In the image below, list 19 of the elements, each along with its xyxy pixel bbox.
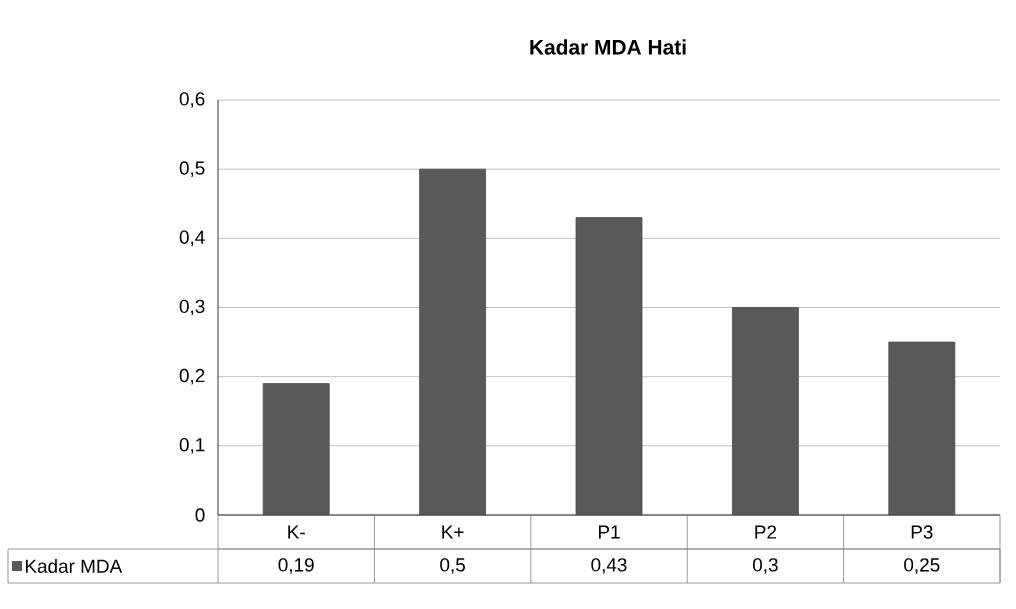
y-tick-label: 0 — [195, 508, 205, 522]
x-tick-label: P2 — [755, 525, 777, 539]
data-label: 0,25 — [904, 558, 940, 574]
x-tick-label: K- — [288, 525, 305, 539]
data-label: 0,19 — [278, 558, 314, 574]
y-tick-label: 0,3 — [179, 299, 205, 316]
data-label: 0,5 — [440, 558, 465, 574]
y-tick-label: 0,4 — [179, 230, 205, 247]
chart-title: Kadar MDA Hati — [530, 39, 686, 55]
legend-label: Kadar MDA — [25, 559, 123, 573]
x-tick-label: P1 — [598, 525, 620, 539]
y-tick-label: 0,5 — [179, 161, 205, 178]
data-label: 0,3 — [753, 558, 778, 574]
y-tick-label: 0,6 — [179, 92, 205, 108]
x-tick-label: P3 — [911, 525, 933, 539]
y-tick-label: 0,2 — [179, 368, 205, 385]
y-tick-label: 0,1 — [179, 438, 205, 454]
x-tick-label: K+ — [442, 525, 464, 539]
data-label: 0,43 — [591, 558, 627, 574]
